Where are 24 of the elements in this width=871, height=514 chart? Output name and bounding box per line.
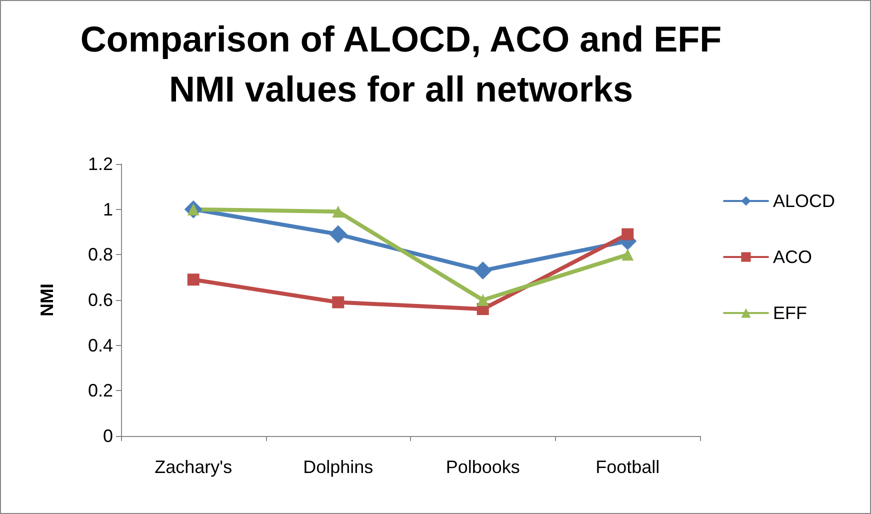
point	[474, 262, 492, 280]
y-tick-label: 0.6	[88, 290, 113, 310]
x-tick-label: Polbooks	[446, 457, 520, 477]
y-axis-title: NMI	[37, 284, 57, 316]
y-tick-label: 0.2	[88, 380, 113, 401]
x-tick-label: Football	[596, 457, 660, 477]
legend-label: EFF	[772, 303, 807, 323]
point	[622, 248, 634, 261]
point	[622, 228, 634, 240]
point	[332, 206, 344, 218]
legend-label: ALOCD	[772, 191, 835, 211]
chart-title: Comparison of ALOCD, ACO and EFF NMI values for all networks	[80, 18, 722, 110]
legend-label: ACO	[772, 247, 812, 267]
y-tick-label: 0	[102, 426, 113, 446]
y-tick-label: 1	[102, 199, 113, 220]
x-tick-label: Dolphins	[303, 457, 374, 477]
y-tick-label: 0.8	[88, 244, 113, 265]
point	[332, 296, 344, 308]
x-tick-label: Zachary's	[154, 457, 232, 477]
point	[329, 225, 348, 244]
point	[187, 274, 200, 286]
y-tick-label: 1.2	[88, 154, 113, 174]
y-tick-label: 0.4	[88, 335, 113, 356]
point	[476, 294, 489, 306]
